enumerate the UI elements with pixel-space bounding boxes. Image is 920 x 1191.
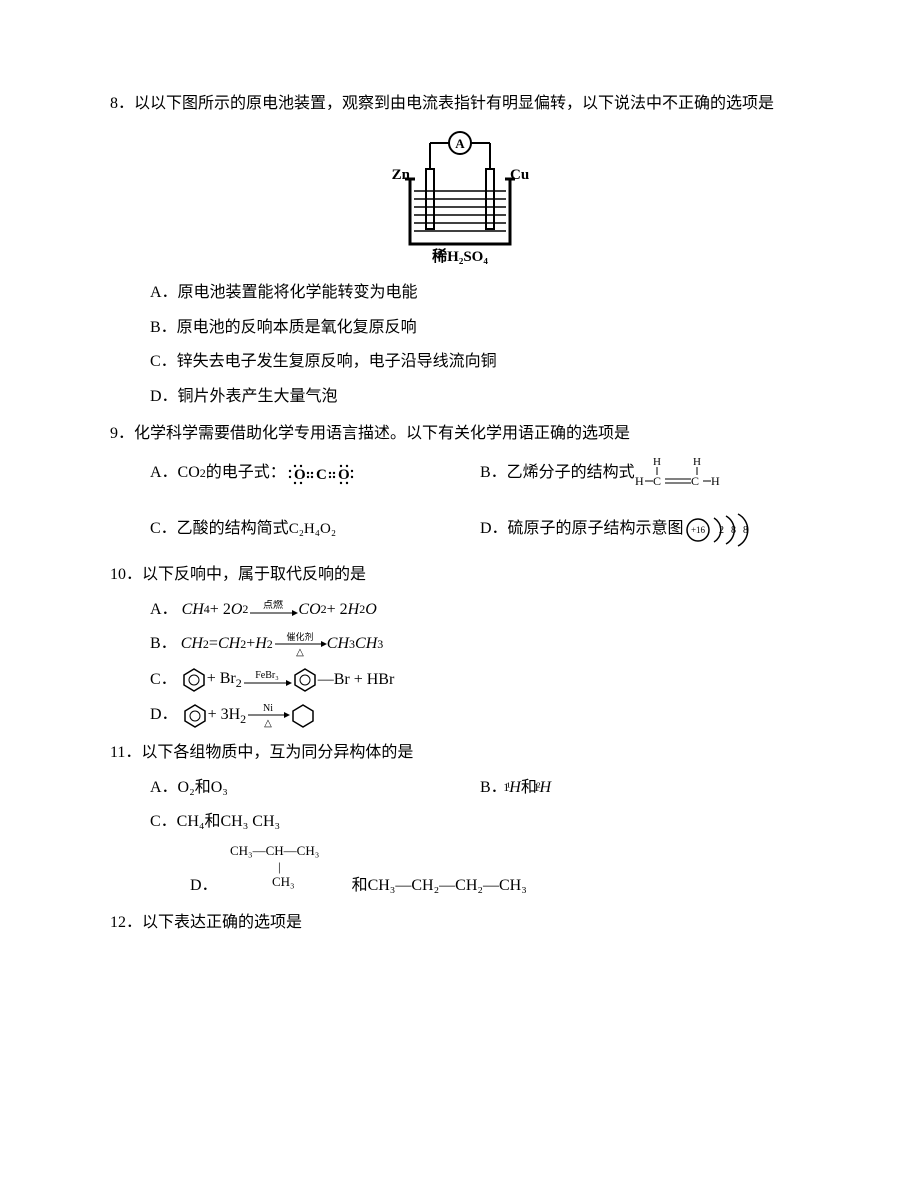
q10-option-c: C． + Br2 FeBr₃ —Br + HBr [150, 665, 810, 695]
q11-text: 11．以下各组物质中，互为同分异构体的是 [110, 739, 810, 768]
arrow-icon: 催化剂 △ [273, 632, 327, 658]
q11-options: A．O₂和O₃ B． ¹1H 和 ²1H C．CH₄和CH₃ CH₃ CH₃—C… [110, 774, 810, 901]
q11-option-a: A．O₂和O₃ [150, 774, 480, 803]
question-9: 9．化学科学需要借助化学专用语言描述。以下有关化学用语正确的选项是 A．CO2的… [110, 420, 810, 553]
q8-options: A．原电池装置能将化学能转变为电能 B．原电池的反响本质是氧化复原反响 C．锌失… [110, 279, 810, 412]
q9c-label: C．乙酸的结构简式 [150, 515, 289, 544]
q8-option-a: A．原电池装置能将化学能转变为电能 [150, 279, 810, 308]
q8-option-b: B．原电池的反响本质是氧化复原反响 [150, 314, 810, 343]
cyclohexane-icon [290, 703, 316, 729]
q9-options: A．CO2的电子式： O C O B．乙 [110, 455, 810, 553]
arrow-icon: FeBr₃ [242, 670, 292, 690]
q8-diagram: A Zn Cu 稀H₂SO₄ [110, 129, 810, 269]
benzene-icon [181, 667, 207, 693]
svg-text:点燃: 点燃 [263, 600, 283, 611]
q8-option-c: C．锌失去电子发生复原反响，电子沿导线流向铜 [150, 348, 810, 377]
arrow-icon: 点燃 [248, 600, 298, 620]
q10b-label: B． [150, 630, 177, 659]
svg-text:C: C [691, 474, 699, 488]
q9-text: 9．化学科学需要借助化学专用语言描述。以下有关化学用语正确的选项是 [110, 420, 810, 449]
q10c-label: C． [150, 666, 177, 695]
q10-text: 10．以下反响中，属于取代反响的是 [110, 561, 810, 590]
svg-text:8: 8 [731, 525, 736, 536]
zn-label: Zn [392, 167, 411, 183]
q10-option-b: B． CH2 = CH2 + H2 催化剂 △ CH3CH3 [150, 630, 810, 659]
svg-text:2: 2 [719, 525, 724, 536]
question-8: 8．以以下图所示的原电池装置，观察到由电流表指针有明显偏转，以下说法中不正确的选… [110, 90, 810, 412]
question-10: 10．以下反响中，属于取代反响的是 A． CH4 + 2O2 点燃 CO2 + … [110, 561, 810, 731]
electrolyte-label: 稀H₂SO₄ [432, 247, 488, 265]
question-11: 11．以下各组物质中，互为同分异构体的是 A．O₂和O₃ B． ¹1H 和 ²1… [110, 739, 810, 901]
svg-text:FeBr₃: FeBr₃ [255, 670, 279, 681]
svg-text:H: H [711, 474, 720, 488]
benzene-icon [292, 667, 318, 693]
question-12: 12．以下表达正确的选项是 [110, 909, 810, 938]
q10a-label: A． [150, 596, 178, 625]
q11d-top: CH₃—CH—CH₃ [230, 843, 319, 858]
svg-text:△: △ [264, 718, 272, 729]
svg-text:H: H [653, 456, 661, 468]
q8-text: 8．以以下图所示的原电池装置，观察到由电流表指针有明显偏转，以下说法中不正确的选… [110, 90, 810, 119]
benzene-icon [182, 703, 208, 729]
arrow-icon: Ni △ [246, 703, 290, 729]
meter-label: A [455, 136, 465, 151]
q9d-label: D．硫原子的原子结构示意图 [480, 515, 684, 544]
q10-option-d: D． + 3H2 Ni △ [150, 701, 810, 731]
sulfur-atom-diagram: +16 2 8 8 [684, 513, 766, 547]
q11-option-c: C．CH₄和CH₃ CH₃ [150, 808, 810, 837]
svg-text:H: H [635, 474, 644, 488]
q9b-label: B．乙烯分子的结构式 [480, 459, 635, 488]
nucleus-label: +16 [691, 525, 706, 535]
q10-option-a: A． CH4 + 2O2 点燃 CO2 + 2H2O [150, 596, 810, 625]
svg-text:Ni: Ni [263, 703, 273, 714]
q8-option-d: D．铜片外表产生大量气泡 [150, 383, 810, 412]
q11-option-b: B． ¹1H 和 ²1H [480, 774, 810, 803]
ethylene-structure: H H H C C H [635, 455, 725, 493]
q9-option-b: B．乙烯分子的结构式 H H H C C H [480, 455, 810, 493]
galvanic-cell-diagram: A Zn Cu 稀H₂SO₄ [360, 129, 560, 269]
q9a-label: A．CO [150, 459, 200, 488]
svg-text:C: C [653, 474, 661, 488]
svg-text:O: O [294, 467, 306, 483]
q12-text: 12．以下表达正确的选项是 [110, 909, 810, 938]
q9-option-a: A．CO2的电子式： O C O [150, 455, 480, 493]
q11d-and: 和CH₃—CH₂—CH₂—CH₃ [222, 877, 527, 894]
q9c-formula: C₂H₄O₂ [289, 516, 336, 543]
svg-text:8: 8 [743, 525, 748, 536]
cu-label: Cu [510, 167, 529, 183]
svg-text:H: H [693, 456, 701, 468]
q9-option-c: C．乙酸的结构简式 C₂H₄O₂ [150, 513, 480, 547]
q10-options: A． CH4 + 2O2 点燃 CO2 + 2H2O B． CH2 = CH2 … [110, 596, 810, 731]
q9-option-d: D．硫原子的原子结构示意图 +16 2 8 8 [480, 513, 810, 547]
q11d-label: D． [190, 877, 218, 894]
svg-text:O: O [338, 467, 350, 483]
co2-lewis-structure: O C O [286, 463, 356, 485]
svg-text:△: △ [296, 647, 304, 658]
q11-option-d: CH₃—CH—CH₃ | CH₃ D． 和CH₃—CH₂—CH₂—CH₃ [150, 843, 810, 901]
q10d-label: D． [150, 701, 178, 730]
svg-text:催化剂: 催化剂 [286, 632, 313, 642]
q9a-tail: 的电子式： [206, 459, 286, 488]
svg-text:C: C [316, 467, 327, 483]
